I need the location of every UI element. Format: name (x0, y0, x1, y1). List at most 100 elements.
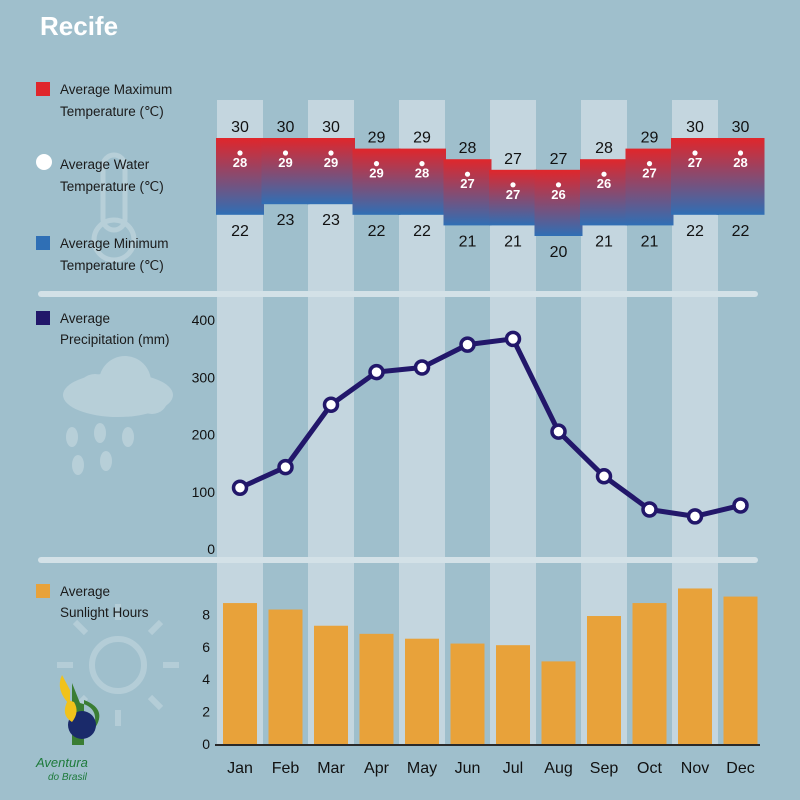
sunlight-bar-mar (314, 625, 348, 744)
water-temp-dot-nov (692, 150, 698, 156)
precipitation-swatch (36, 311, 50, 325)
legend-water-temp-line1: Average Water (60, 157, 150, 172)
precipitation-point-feb (277, 458, 294, 476)
section-divider-temperature (38, 291, 758, 297)
legend-sunlight-line1: Average (60, 584, 110, 599)
month-label-may: May (407, 760, 437, 777)
temp-range-bar-dec (716, 138, 765, 215)
sunlight-y-tick-4: 4 (202, 671, 210, 687)
logo-map-shape (64, 700, 77, 722)
month-axis: Jan Feb Mar Apr May Jun Jul Aug Sep Oct Nov Dec (227, 760, 755, 777)
month-label-jan: Jan (227, 760, 253, 777)
sunlight-y-tick-6: 6 (202, 639, 210, 655)
min-temp-label-aug: 20 (550, 244, 568, 261)
water-temp-label-mar: 29 (324, 155, 338, 170)
sunlight-y-tick-0: 0 (202, 736, 210, 752)
precipitation-point-jan (231, 479, 249, 496)
water-temp-label-oct: 27 (642, 166, 656, 181)
precipitation-point-mar (322, 396, 340, 413)
legend-max-temp-line2: Temperature (℃) (60, 104, 164, 119)
water-temp-dot-dec (737, 150, 744, 156)
sunlight-y-axis: 0 2 4 6 8 (202, 606, 210, 752)
temp-range-bar-jan (216, 138, 264, 215)
temp-range-bar-oct (625, 148, 674, 226)
precipitation-point-oct (641, 501, 658, 518)
precipitation-chart (231, 330, 749, 525)
legend-water-temp: Average Water Temperature (℃) (36, 154, 164, 194)
water-temp-label-aug: 26 (551, 187, 565, 202)
max-temp-label-feb: 30 (277, 119, 295, 136)
logo-text-line1: Aventura (35, 755, 88, 770)
water-temp-label-nov: 27 (688, 155, 702, 170)
precip-y-tick-300: 300 (192, 369, 216, 385)
water-temp-dot-may (419, 161, 425, 167)
min-temp-label-sep: 21 (595, 233, 613, 250)
max-temp-label-apr: 29 (368, 130, 386, 147)
aventura-do-brasil-logo: Aventura do Brasil (35, 675, 100, 783)
sunlight-bar-dec (723, 596, 758, 744)
precip-y-tick-200: 200 (192, 427, 216, 443)
water-temp-label-feb: 29 (278, 155, 292, 170)
water-temp-dot-jan (237, 150, 243, 156)
legend-precipitation-line2: Precipitation (mm) (60, 332, 170, 347)
max-temp-label-jun: 28 (459, 140, 477, 157)
sunlight-bar-apr (359, 633, 394, 744)
max-temp-label-sep: 28 (595, 140, 613, 157)
month-label-oct: Oct (637, 760, 662, 777)
precipitation-point-nov (686, 508, 704, 525)
min-temp-label-apr: 22 (368, 223, 386, 240)
max-temp-label-dec: 30 (732, 119, 750, 136)
sunlight-bar-aug (541, 661, 576, 744)
water-temp-dot-aug (555, 182, 562, 188)
water-temp-label-may: 28 (415, 166, 429, 181)
precipitation-point-jul (504, 330, 522, 348)
temp-range-bar-feb (261, 138, 310, 205)
rain-cloud-icon (63, 356, 173, 475)
temp-range-bar-mar (307, 138, 355, 205)
max-temp-label-jul: 27 (504, 151, 522, 168)
max-temp-label-may: 29 (413, 130, 431, 147)
water-temp-label-jun: 27 (460, 176, 474, 191)
sunlight-y-tick-2: 2 (202, 704, 210, 720)
min-temp-label-may: 22 (413, 223, 431, 240)
min-temp-label-jul: 21 (504, 233, 522, 250)
water-temp-dot-oct (646, 161, 653, 167)
legend-precipitation: Average Precipitation (mm) (36, 311, 170, 347)
min-temp-label-jun: 21 (459, 233, 477, 250)
precipitation-y-axis: 0 100 200 300 400 (192, 312, 216, 557)
precipitation-point-sep (595, 468, 613, 485)
legend-min-temp: Average Minimum Temperature (℃) (36, 236, 169, 273)
min-temp-label-jan: 22 (231, 223, 249, 240)
water-temp-label-jul: 27 (506, 187, 520, 202)
precipitation-point-jun (459, 336, 476, 353)
min-temp-label-feb: 23 (277, 212, 295, 229)
logo-text-line2: do Brasil (48, 772, 88, 783)
month-label-feb: Feb (272, 760, 300, 777)
precip-y-tick-400: 400 (192, 312, 216, 328)
precip-y-tick-0: 0 (207, 541, 215, 557)
legend-water-temp-line2: Temperature (℃) (60, 179, 164, 194)
water-temp-dot-jul (510, 182, 516, 188)
sunlight-swatch (36, 584, 50, 598)
max-temp-label-nov: 30 (686, 119, 704, 136)
legend-max-temp-line1: Average Maximum (60, 82, 172, 97)
month-label-aug: Aug (544, 760, 572, 777)
precipitation-point-may (413, 359, 431, 376)
temperature-chart: 30 22 28 30 23 29 30 23 29 29 22 29 29 22 28 28 21 27 27 21… (216, 119, 765, 261)
max-temp-swatch (36, 82, 50, 96)
water-temp-swatch (36, 154, 52, 170)
sunlight-bar-nov (678, 588, 712, 744)
precipitation-point-apr (368, 363, 385, 381)
sunlight-y-tick-8: 8 (202, 606, 210, 622)
temp-range-bar-jun (443, 159, 492, 226)
water-temp-dot-apr (373, 161, 380, 167)
precipitation-point-aug (550, 423, 567, 440)
precipitation-point-dec (732, 497, 749, 514)
sunlight-bar-sep (587, 616, 621, 744)
min-temp-label-oct: 21 (641, 233, 659, 250)
sunlight-bar-jun (450, 643, 485, 744)
water-temp-dot-sep (601, 171, 607, 177)
temp-range-bar-aug (534, 169, 583, 236)
temp-range-bar-may (398, 148, 446, 215)
